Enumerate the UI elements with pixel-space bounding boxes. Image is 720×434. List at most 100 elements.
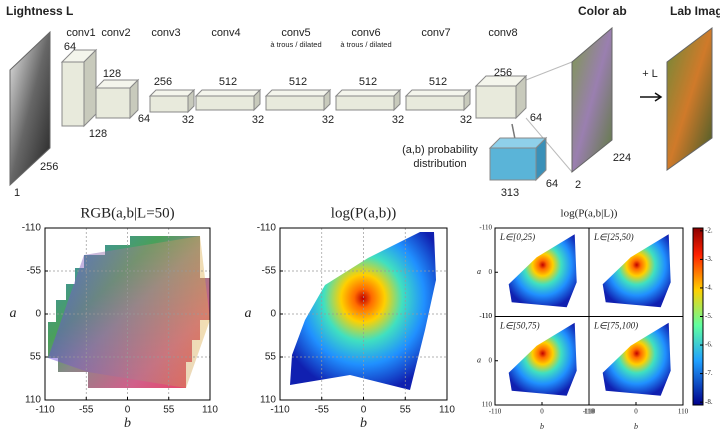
layer-top: [406, 90, 470, 96]
y-tick-label: 0: [489, 356, 493, 364]
x-tick-label: 55: [400, 405, 412, 416]
plot-title: log(P(a,b|L)): [561, 208, 618, 220]
layer-size: 32: [460, 114, 472, 126]
layer-name: conv8: [488, 27, 517, 39]
layer-size: 32: [252, 114, 264, 126]
layer-size: 32: [392, 114, 404, 126]
layer-side: [84, 50, 96, 126]
panel-label: L∈[50,75): [499, 321, 540, 331]
layer-top: [196, 90, 260, 96]
colorbar-tick-label: -5.: [705, 312, 713, 320]
distribution-label: (a,b) probability: [402, 144, 478, 156]
color-output-title: Color ab: [578, 4, 627, 18]
layer-size: 64: [138, 113, 150, 125]
x-tick-label: -110: [489, 408, 502, 416]
colorbar-tick-label: -6.: [705, 341, 713, 349]
x-tick-label: 0: [540, 408, 544, 416]
y-tick-label: 0: [35, 309, 41, 320]
color-output-channels: 2: [575, 179, 581, 191]
y-tick-label: 0: [489, 268, 493, 276]
heatmap: [603, 234, 671, 307]
x-tick-label: 110: [439, 405, 455, 416]
x-axis-label: b: [124, 416, 131, 431]
y-axis-label: a: [477, 356, 481, 365]
y-tick-label: -110: [479, 224, 492, 232]
plot-art: [48, 232, 436, 390]
heatmap: [603, 323, 671, 396]
layer-channels: 512: [429, 76, 447, 88]
y-tick-label: 110: [260, 395, 276, 406]
color-output-image: [572, 28, 612, 172]
color-output-size: 224: [613, 152, 631, 164]
layer-name: conv1: [66, 27, 95, 39]
lab-image: [667, 28, 712, 170]
combine-label: + L: [642, 68, 658, 80]
x-tick-label: -55: [79, 405, 94, 416]
layer-name: conv5: [281, 27, 310, 39]
x-tick-label: -110: [583, 408, 596, 416]
layer-channels: 512: [219, 76, 237, 88]
layer-front: [196, 96, 254, 110]
rgb-gamut-tint: [48, 236, 210, 388]
y-tick-label: -55: [27, 266, 42, 277]
x-tick-label: 0: [125, 405, 131, 416]
input-title: Lightness L: [6, 4, 73, 18]
y-tick-label: -110: [22, 223, 42, 234]
layer-note: à trous / dilated: [340, 40, 391, 49]
layer-note: à trous / dilated: [270, 40, 321, 49]
layer-name: conv7: [421, 27, 450, 39]
layer-name: conv2: [101, 27, 130, 39]
y-tick-label: -55: [262, 266, 277, 277]
layer-channels: 512: [359, 76, 377, 88]
layer-front: [96, 88, 130, 118]
layer-channels: 128: [103, 68, 121, 80]
colorbar-tick-label: -3.: [705, 255, 713, 263]
y-tick-label: 55: [30, 352, 42, 363]
x-axis-label: b: [540, 422, 544, 431]
x-tick-label: -110: [270, 405, 290, 416]
y-axis-label: a: [245, 306, 252, 321]
y-tick-label: 0: [270, 309, 276, 320]
layer-front: [336, 96, 394, 110]
layer-size: 128: [89, 128, 107, 140]
layer-front: [62, 62, 84, 126]
x-tick-label: 0: [361, 405, 367, 416]
x-tick-label: 110: [202, 405, 218, 416]
y-tick-label: 55: [265, 352, 277, 363]
arrow: [640, 93, 661, 101]
distribution-size: 64: [546, 178, 558, 190]
layer-front: [266, 96, 324, 110]
layer-channels: 256: [154, 76, 172, 88]
layer-name: conv6: [351, 27, 380, 39]
panel-label: L∈[75,100): [593, 321, 638, 331]
layer-name: conv4: [211, 27, 240, 39]
distribution-label: distribution: [413, 158, 466, 170]
y-tick-label: -110: [479, 312, 492, 320]
link: [526, 62, 572, 80]
distribution-channels: 313: [501, 187, 519, 199]
layer-size: 32: [322, 114, 334, 126]
panel-label: L∈[0,25): [499, 232, 535, 242]
figure: Lightness L 1 256 (a,b) probability dist…: [0, 0, 720, 434]
input-channels: 1: [14, 187, 20, 199]
y-tick-label: 110: [482, 401, 493, 409]
plot-title: log(P(a,b)): [331, 205, 396, 221]
x-tick-label: -110: [35, 405, 55, 416]
y-axis-label: a: [477, 267, 481, 276]
layer-channels: 256: [494, 67, 512, 79]
input-size: 256: [40, 161, 58, 173]
y-tick-label: -110: [257, 223, 277, 234]
panel-label: L∈[25,50): [593, 232, 634, 242]
colorbar-tick-label: -2.: [705, 226, 713, 234]
layer-top: [150, 90, 194, 96]
y-tick-label: 110: [25, 395, 41, 406]
x-tick-label: 55: [163, 405, 175, 416]
colorbar-tick-label: -8.: [705, 398, 713, 406]
layer-size: 32: [182, 114, 194, 126]
x-axis-label: b: [634, 422, 638, 431]
x-tick-label: -55: [315, 405, 330, 416]
colorbar-tick-label: -7.: [705, 369, 713, 377]
heatmap: [509, 323, 577, 396]
layer-front: [150, 96, 188, 112]
x-tick-label: 0: [634, 408, 638, 416]
